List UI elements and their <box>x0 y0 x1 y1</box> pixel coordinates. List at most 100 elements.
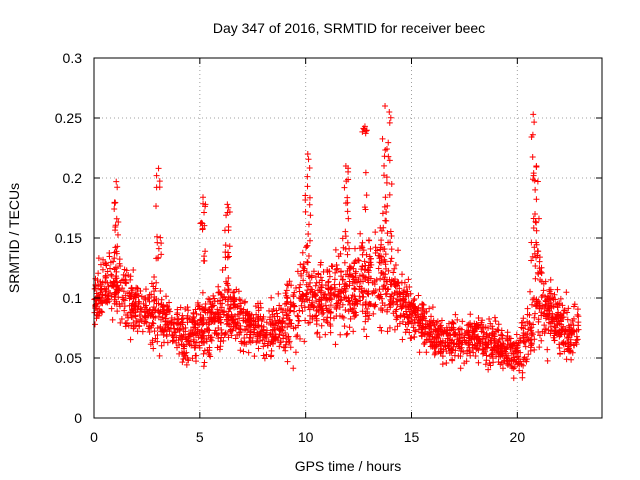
data-point <box>148 280 155 287</box>
data-point <box>134 328 141 335</box>
data-point <box>304 259 311 266</box>
data-point <box>513 331 520 338</box>
data-point <box>183 341 190 348</box>
data-point <box>224 201 231 208</box>
data-point <box>565 347 572 354</box>
data-point <box>427 339 434 346</box>
data-point <box>176 332 183 339</box>
data-point <box>200 350 207 357</box>
data-point <box>362 318 369 325</box>
data-point <box>158 251 165 258</box>
data-point <box>460 348 467 355</box>
data-point <box>384 308 391 315</box>
data-point <box>530 215 537 222</box>
data-point <box>467 311 474 318</box>
data-point <box>449 337 456 344</box>
data-point <box>387 114 394 121</box>
data-point <box>223 212 230 219</box>
data-point <box>331 291 338 298</box>
data-point <box>157 234 164 241</box>
data-point <box>219 267 226 274</box>
data-point <box>547 276 554 283</box>
data-point <box>314 287 321 294</box>
data-point <box>123 319 130 326</box>
data-point <box>391 265 398 272</box>
data-point <box>229 317 236 324</box>
data-point <box>507 335 514 342</box>
data-point <box>519 319 526 326</box>
data-point <box>206 327 213 334</box>
data-point <box>305 221 312 228</box>
data-point <box>354 301 361 308</box>
data-point <box>146 291 153 298</box>
data-point <box>302 192 309 199</box>
data-point <box>341 283 348 290</box>
data-point <box>360 247 367 254</box>
data-point <box>349 280 356 287</box>
data-point <box>531 119 538 126</box>
data-point <box>119 294 126 301</box>
data-point <box>363 333 370 340</box>
data-point <box>296 288 303 295</box>
data-point <box>132 302 139 309</box>
data-point <box>112 294 119 301</box>
data-point <box>240 306 247 313</box>
data-point <box>382 194 389 201</box>
data-point <box>168 320 175 327</box>
data-point <box>224 298 231 305</box>
data-point <box>394 323 401 330</box>
data-point <box>136 319 143 326</box>
data-point <box>544 293 551 300</box>
data-point <box>369 290 376 297</box>
data-point <box>203 338 210 345</box>
data-point <box>156 178 163 185</box>
data-point <box>344 239 351 246</box>
data-point <box>200 332 207 339</box>
data-point <box>113 275 120 282</box>
data-point <box>145 295 152 302</box>
data-point <box>449 319 456 326</box>
data-point <box>573 333 580 340</box>
data-point <box>554 300 561 307</box>
data-point <box>509 343 516 350</box>
data-point <box>350 276 357 283</box>
data-point <box>142 286 149 293</box>
data-point <box>464 347 471 354</box>
data-point <box>241 299 248 306</box>
data-point <box>459 318 466 325</box>
data-point <box>200 320 207 327</box>
data-point <box>137 305 144 312</box>
data-point <box>164 339 171 346</box>
data-point <box>405 315 412 322</box>
data-point <box>423 349 430 356</box>
data-point <box>553 315 560 322</box>
data-point <box>449 357 456 364</box>
data-point <box>309 294 316 301</box>
data-point <box>305 231 312 238</box>
data-point <box>225 308 232 315</box>
data-point <box>454 316 461 323</box>
data-point <box>358 243 365 250</box>
data-point <box>117 263 124 270</box>
data-point <box>430 328 437 335</box>
data-point <box>372 301 379 308</box>
data-point <box>517 337 524 344</box>
data-point <box>530 170 537 177</box>
data-point <box>501 345 508 352</box>
data-point <box>361 266 368 273</box>
data-point <box>348 295 355 302</box>
data-point <box>412 309 419 316</box>
data-point <box>554 286 561 293</box>
data-point <box>520 362 527 369</box>
data-point <box>361 326 368 333</box>
data-point <box>384 230 391 237</box>
data-point <box>174 344 181 351</box>
data-point <box>533 163 540 169</box>
y-tick-label: 0.25 <box>55 110 82 126</box>
data-point <box>220 337 227 344</box>
data-point <box>485 366 492 373</box>
data-point <box>463 358 470 365</box>
data-point <box>326 273 333 280</box>
data-point <box>91 285 98 292</box>
data-point <box>535 271 542 278</box>
